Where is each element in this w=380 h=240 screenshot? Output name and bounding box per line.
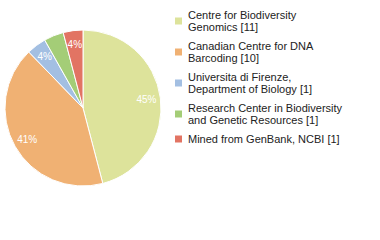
svg-text:Department of Biology [1]: Department of Biology [1]: [188, 83, 312, 95]
svg-text:Mined from GenBank, NCBI [1]: Mined from GenBank, NCBI [1]: [188, 133, 340, 145]
svg-text:45%: 45%: [136, 94, 156, 105]
svg-text:Canadian Centre for DNA: Canadian Centre for DNA: [188, 40, 316, 52]
svg-text:4%: 4%: [37, 51, 52, 62]
svg-text:Barcoding [10]: Barcoding [10]: [188, 52, 259, 64]
svg-text:Research Center in Biodiversit: Research Center in Biodiversity: [188, 102, 345, 114]
svg-text:and Genetic Resources [1]: and Genetic Resources [1]: [188, 114, 318, 126]
svg-text:41%: 41%: [17, 134, 37, 145]
svg-text:Genomics [11]: Genomics [11]: [188, 21, 258, 33]
svg-text:Universita di Firenze,: Universita di Firenze,: [188, 71, 294, 83]
svg-text:4%: 4%: [68, 39, 83, 50]
svg-text:Centre for Biodiversity: Centre for Biodiversity: [188, 9, 299, 21]
